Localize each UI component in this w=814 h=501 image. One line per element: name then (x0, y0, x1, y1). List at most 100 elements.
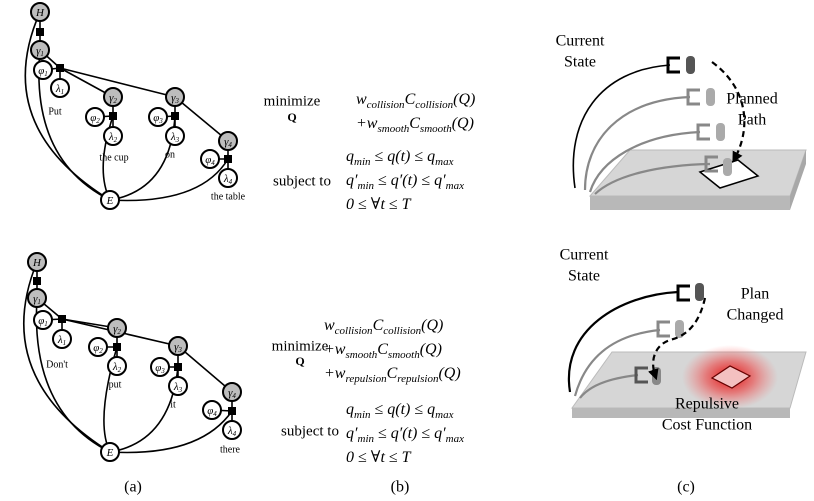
math-line: wcollisionCcollision(Q) (324, 317, 443, 337)
math-text: (Q) (453, 91, 475, 108)
objective-label: minimize (272, 338, 329, 354)
factor-graph: Hγ1φ1λ1γ2φ2λ2γ3φ3λ3γ4φ4λ4EDon'tputitther… (24, 253, 241, 461)
scene-label: Current (556, 33, 605, 50)
math-subscript: min (358, 433, 375, 445)
word-label: put (109, 379, 122, 390)
math-subscript: smooth (420, 123, 452, 135)
node-subscript: 4 (233, 430, 237, 438)
objective-variable: Q (295, 354, 304, 368)
math-text: (Q) (452, 115, 474, 132)
node-label: H (35, 7, 45, 19)
factor-node (113, 343, 121, 351)
math-subscript: min (354, 409, 371, 421)
math-subscript: min (358, 180, 375, 192)
math-line: 0 ≤ ∀t ≤ T (346, 449, 412, 466)
node-subscript: 3 (175, 136, 180, 144)
node-symbol: E (106, 195, 114, 207)
math-text: C (373, 317, 384, 334)
math-text: C (405, 91, 416, 108)
math-subscript: max (446, 180, 464, 192)
node-symbol: E (106, 447, 114, 459)
node-label: E (106, 195, 114, 207)
math-text: q (346, 401, 354, 418)
word-label: the table (211, 191, 246, 202)
math-subscript: max (446, 433, 464, 445)
math-text: 0 ≤ ∀t ≤ T (346, 196, 412, 213)
scene-top (573, 56, 806, 210)
node-subscript: 3 (158, 117, 163, 125)
math-line: q′min ≤ q′(t) ≤ q′max (346, 172, 464, 192)
node-subscript: 4 (232, 392, 236, 400)
scene-label: Current (560, 247, 609, 264)
node-subscript: 4 (228, 141, 232, 149)
node-subscript: 1 (63, 339, 67, 347)
factor-node (36, 28, 44, 36)
node-subscript: 3 (174, 97, 179, 105)
constraint-label: subject to (281, 423, 339, 439)
math-line: qmin ≤ q(t) ≤ qmax (346, 401, 454, 421)
node-subscript: 3 (160, 367, 165, 375)
factor-node (33, 277, 41, 285)
math-subscript: max (435, 409, 453, 421)
math-text: w (356, 91, 367, 108)
node-symbol: H (35, 7, 45, 19)
figure: Hγ1φ1λ1γ2φ2λ2γ3φ3λ3γ4φ4λ4EPutthe cuponth… (0, 0, 814, 501)
math-text: (Q) (438, 365, 460, 382)
math-text: ≤ q′(t) ≤ q′ (374, 425, 446, 442)
node-label: E (106, 447, 114, 459)
word-label: there (220, 444, 241, 455)
math-subscript: max (435, 156, 453, 168)
math-subscript: smooth (345, 349, 377, 361)
math-subscript: collision (367, 99, 405, 111)
math-subscript: collision (415, 99, 453, 111)
math-text: +w (324, 365, 346, 382)
objective-variable: Q (287, 110, 296, 124)
math-text: C (377, 341, 388, 358)
math-line: +wrepulsionCrepulsion(Q) (324, 365, 461, 385)
math-text: (Q) (421, 317, 443, 334)
optimization-problem: minimizeQwcollisionCcollision(Q)+wsmooth… (272, 317, 464, 466)
math-line: +wsmoothCsmooth(Q) (324, 341, 442, 361)
optimization-problem: minimizeQwcollisionCcollision(Q)+wsmooth… (264, 91, 476, 213)
math-line: +wsmoothCsmooth(Q) (356, 115, 474, 135)
node-subscript: 3 (177, 346, 182, 354)
word-label: it (170, 399, 176, 410)
math-text: C (409, 115, 420, 132)
scene-label: Path (738, 112, 766, 129)
scene-label: Planned (726, 91, 778, 108)
node-subscript: 4 (213, 410, 217, 418)
node-subscript: 4 (229, 178, 233, 186)
math-subscript: smooth (388, 349, 420, 361)
math-text: +w (356, 115, 378, 132)
node-label: H (32, 257, 42, 269)
math-line: 0 ≤ ∀t ≤ T (346, 196, 412, 213)
node-subscript: 3 (178, 386, 183, 394)
node-subscript: 2 (117, 328, 121, 336)
factor-node (56, 64, 64, 72)
graph-edge (25, 12, 110, 200)
panel-caption: (a) (124, 479, 142, 496)
node-subscript: 1 (40, 50, 44, 58)
math-line: wcollisionCcollision(Q) (356, 91, 475, 111)
word-label: Put (48, 106, 62, 117)
math-text: (Q) (420, 341, 442, 358)
math-text: q (346, 148, 354, 165)
math-text: +w (324, 341, 346, 358)
math-text: 0 ≤ ∀t ≤ T (346, 449, 412, 466)
math-line: q′min ≤ q′(t) ≤ q′max (346, 425, 464, 445)
scene-label: State (568, 268, 600, 285)
math-text: ≤ q(t) ≤ q (371, 401, 436, 418)
factor-node (171, 112, 179, 120)
node-symbol: H (32, 257, 42, 269)
word-label: on (165, 149, 175, 160)
node-subscript: 1 (37, 298, 41, 306)
word-label: Don't (46, 359, 68, 370)
math-text: C (387, 365, 398, 382)
node-subscript: 1 (61, 88, 65, 96)
math-subscript: smooth (377, 123, 409, 135)
factor-node (224, 155, 232, 163)
math-text: ≤ q′(t) ≤ q′ (374, 172, 446, 189)
scene-label: Cost Function (662, 417, 752, 434)
math-subscript: min (354, 156, 371, 168)
objective-label: minimize (264, 93, 321, 109)
